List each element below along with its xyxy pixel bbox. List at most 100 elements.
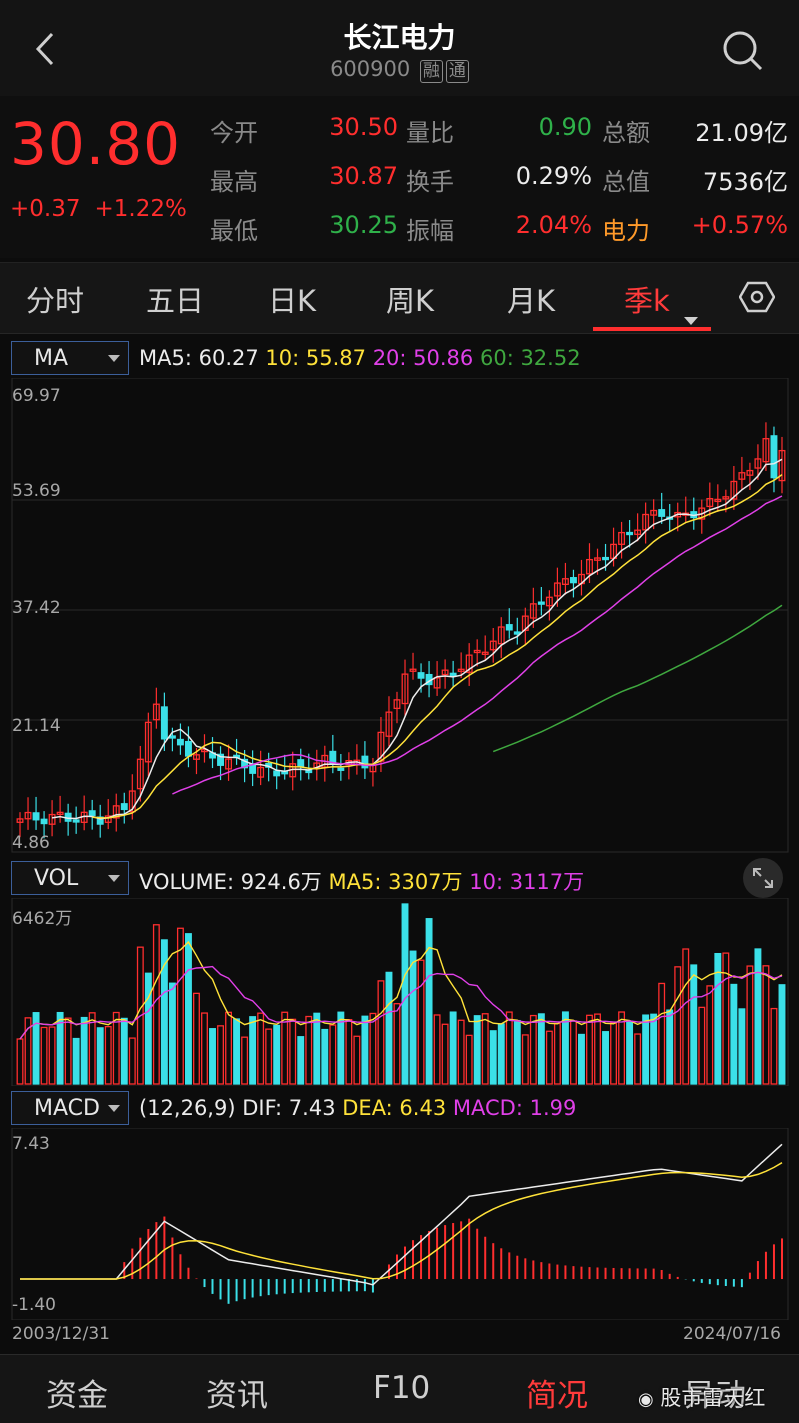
- chevron-down-icon[interactable]: [684, 310, 698, 329]
- candle-body: [112, 805, 120, 819]
- nav-f10[interactable]: F10: [373, 1370, 431, 1406]
- tab-intraday[interactable]: 分时: [26, 284, 85, 318]
- volume-bar: [465, 1034, 473, 1085]
- macd-chart[interactable]: [0, 1128, 799, 1320]
- chart-frame: [11, 1128, 789, 1320]
- candle-body: [449, 672, 457, 676]
- candle-body: [650, 509, 658, 516]
- period-tabs: [0, 262, 799, 334]
- candle-body: [152, 703, 160, 721]
- candle-body: [136, 758, 144, 790]
- y-label-max: 69.97: [12, 386, 61, 406]
- nav-alerts[interactable]: 异动: [684, 1378, 746, 1414]
- search-icon[interactable]: [720, 28, 766, 74]
- volume-bar: [650, 1013, 658, 1085]
- candle-body: [618, 531, 626, 545]
- volume-bar: [209, 1028, 216, 1085]
- ma-indicator-select[interactable]: MA: [11, 341, 129, 375]
- volume-bar: [377, 980, 385, 1085]
- stock-code: 600900: [330, 57, 411, 81]
- back-arrow-icon[interactable]: [28, 26, 68, 72]
- volume-bar: [297, 1036, 305, 1085]
- volume-bar: [353, 1035, 361, 1085]
- stat-label: 最低: [210, 217, 258, 245]
- hexagon-gear-icon[interactable]: [738, 281, 776, 317]
- stat-value: 7536亿: [702, 168, 788, 196]
- tab-monthly-k[interactable]: 月K: [507, 284, 556, 318]
- volume-bar: [521, 1034, 529, 1085]
- volume-bar: [40, 1026, 48, 1085]
- volume-bar: [553, 1022, 561, 1085]
- tab-quarterly-k[interactable]: 季k: [624, 278, 670, 320]
- nav-profile[interactable]: 简况: [526, 1378, 588, 1414]
- date-start: 2003/12/31: [12, 1324, 110, 1344]
- price-change: +0.37 +1.22%: [10, 196, 201, 222]
- candle-body: [553, 582, 561, 597]
- volume-bar: [698, 1006, 706, 1085]
- volume-bar: [241, 1036, 249, 1085]
- volume-bar: [513, 1019, 521, 1085]
- candle-body: [257, 766, 265, 778]
- volume-bar: [642, 1014, 650, 1085]
- candle-body: [24, 811, 32, 820]
- candle-body: [505, 624, 513, 631]
- tab-quarterly-k-label: 季k: [624, 284, 670, 318]
- tab-daily-k[interactable]: 日K: [268, 284, 317, 318]
- volume-bar: [168, 982, 176, 1085]
- expand-arrows-icon[interactable]: [743, 858, 783, 898]
- ma60-value: 60: 32.52: [479, 346, 581, 370]
- volume-bar: [176, 927, 184, 1085]
- candle-body: [529, 603, 537, 619]
- volume-bar: [56, 1011, 64, 1085]
- nav-news[interactable]: 资讯: [206, 1378, 268, 1414]
- candle-body: [770, 435, 778, 479]
- connect-tag: 通: [445, 60, 469, 83]
- volume-bar: [64, 1017, 72, 1085]
- candle-body: [457, 668, 465, 672]
- vol-ma5-value: MA5: 3307万: [328, 870, 463, 894]
- candle-body: [32, 812, 40, 821]
- volume-bar: [233, 1018, 241, 1085]
- volume-chart[interactable]: [0, 898, 799, 1086]
- volume-bar: [714, 952, 722, 1085]
- volume-bar: [778, 984, 786, 1085]
- last-price: 30.80: [10, 110, 182, 178]
- candle-body: [561, 578, 569, 585]
- candle-body: [746, 469, 754, 476]
- candle-body: [337, 767, 345, 771]
- stat-label: 电力: [602, 217, 650, 245]
- volume-bar: [674, 966, 682, 1085]
- candle-body: [184, 740, 192, 757]
- stat-value: 30.50: [329, 113, 398, 141]
- volume-bar: [730, 983, 738, 1085]
- macd-value: MACD: 1.99: [452, 1096, 577, 1120]
- volume-bar: [32, 1012, 40, 1085]
- tab-weekly-k[interactable]: 周K: [386, 284, 435, 318]
- candle-body: [48, 813, 56, 825]
- candle-body: [537, 601, 545, 605]
- candle-body: [754, 458, 762, 469]
- candle-body: [569, 577, 577, 584]
- vol-indicator-select[interactable]: VOL: [11, 861, 129, 895]
- bottom-nav: [0, 1354, 799, 1423]
- tab-five-day[interactable]: 五日: [146, 284, 205, 318]
- watermark-text: 股市雷天红: [660, 1386, 766, 1410]
- candle-body: [128, 790, 136, 813]
- stat-value: 0.29%: [515, 162, 592, 190]
- macd-indicator-select[interactable]: MACD: [11, 1091, 129, 1125]
- stat-label: 振幅: [406, 217, 454, 245]
- volume-bar: [361, 1015, 369, 1085]
- nav-funds[interactable]: 资金: [46, 1378, 108, 1414]
- volume-bar: [441, 1023, 449, 1085]
- dea-value: DEA: 6.43: [342, 1096, 447, 1120]
- candlestick-chart[interactable]: [0, 378, 799, 856]
- vol-ma10-line: [19, 965, 783, 1040]
- chevron-down-icon: [108, 355, 120, 362]
- volume-value: VOLUME: 924.6万: [139, 870, 322, 894]
- vol-ma5-line: [19, 940, 783, 1040]
- volume-bar: [457, 1019, 465, 1085]
- volume-bar: [201, 1012, 208, 1085]
- header-bar: [0, 0, 799, 96]
- margin-tag: 融: [419, 60, 443, 83]
- volume-max-label: 6462万: [12, 909, 73, 929]
